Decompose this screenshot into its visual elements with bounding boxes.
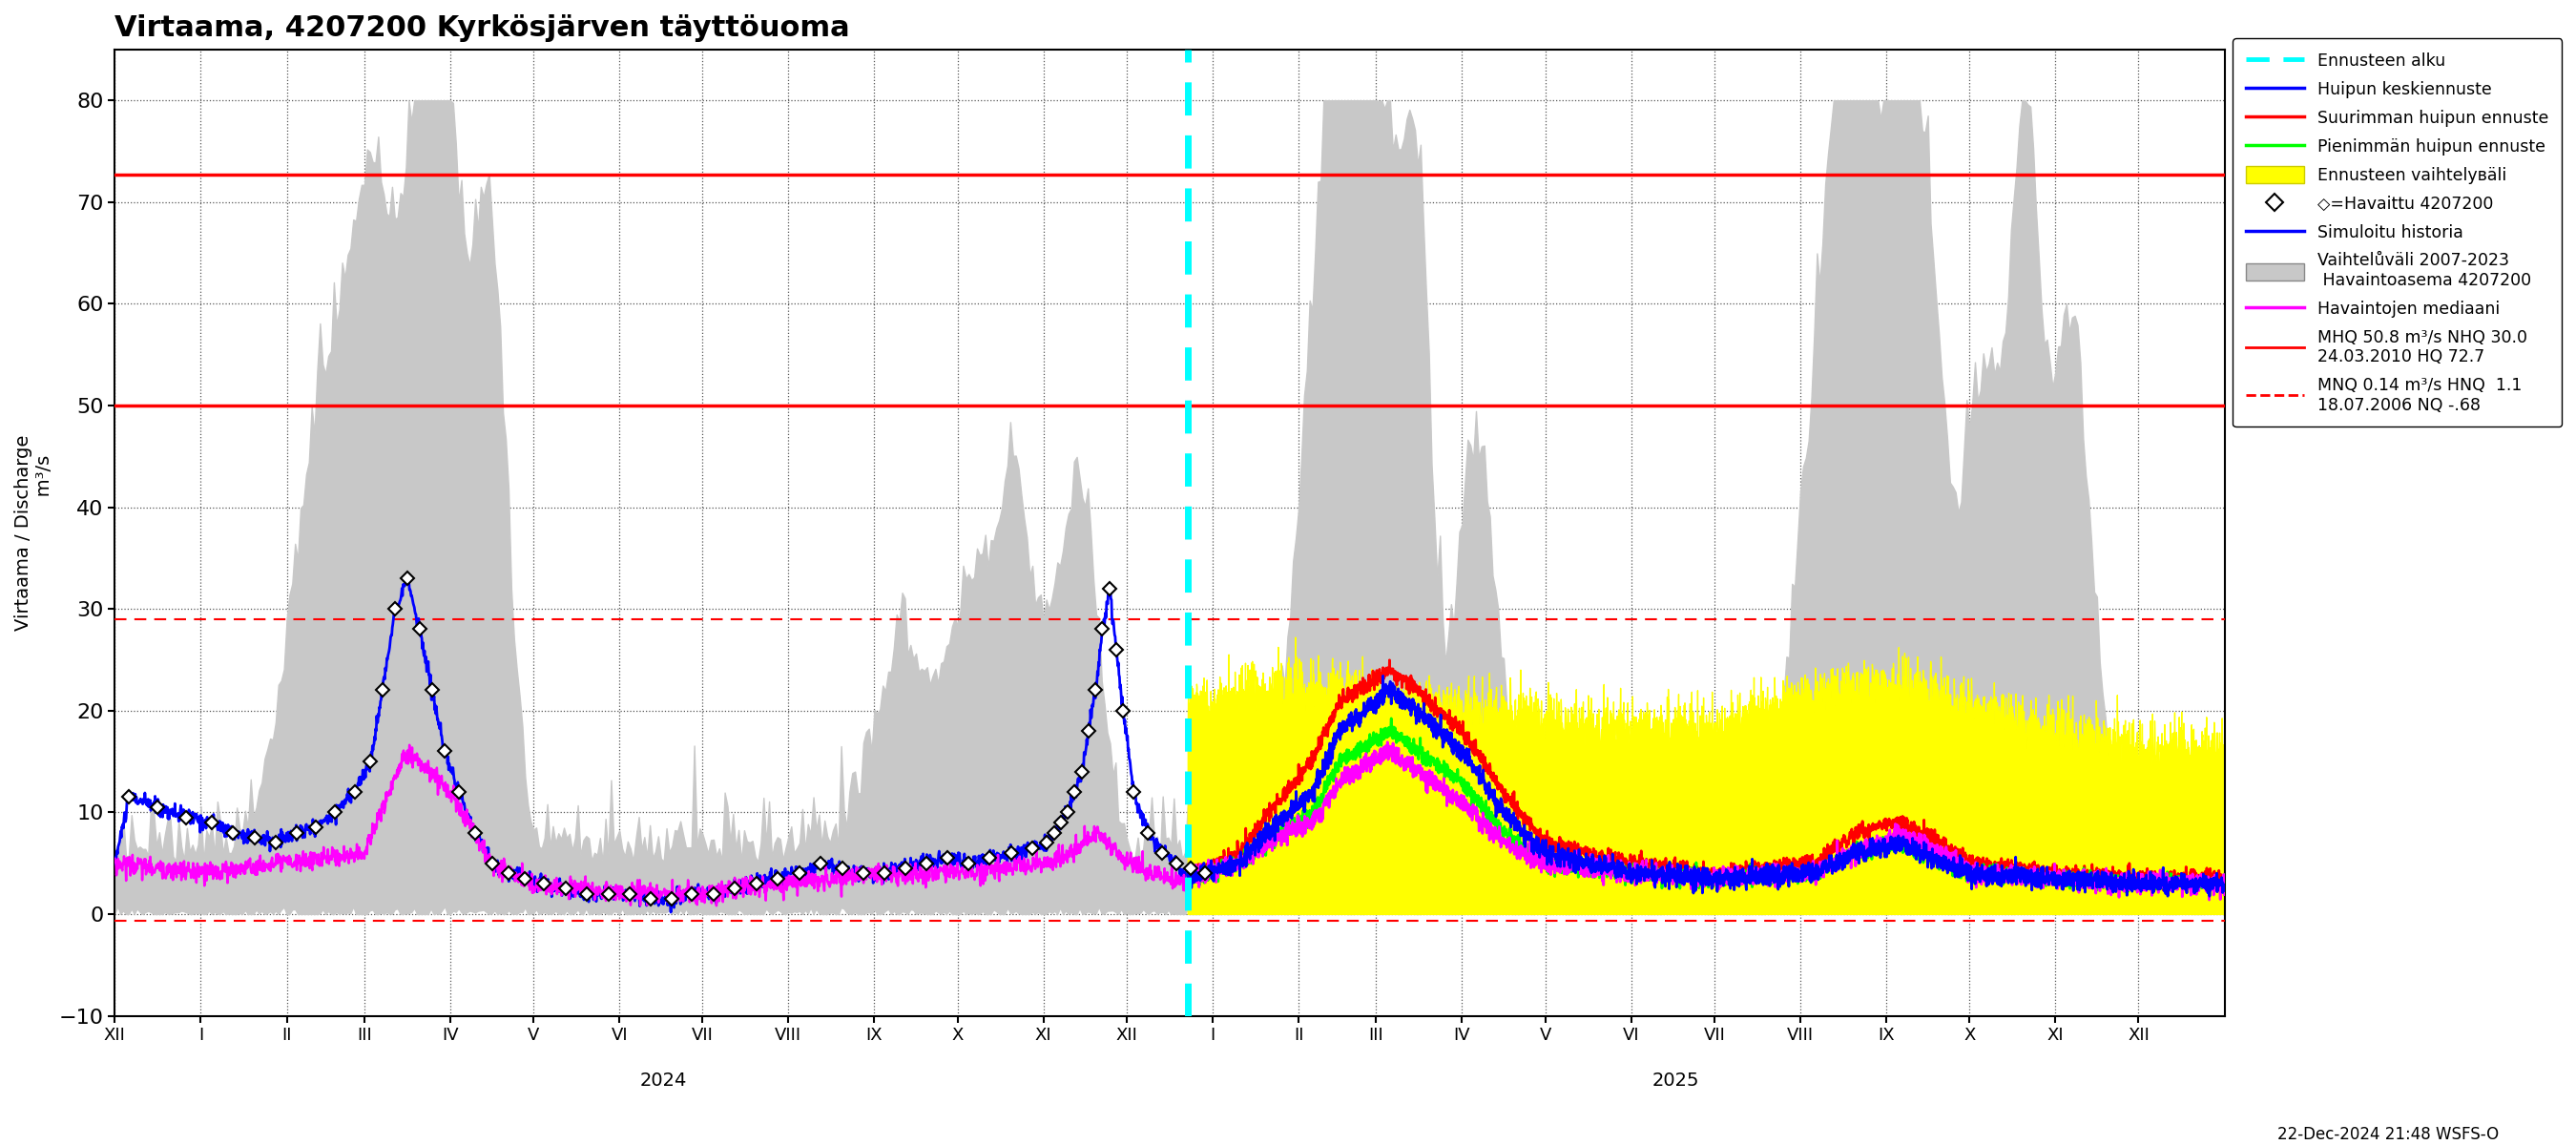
Text: 2025: 2025 [1651, 1072, 1700, 1090]
Text: Virtaama, 4207200 Kyrkösjärven täyttöuoma: Virtaama, 4207200 Kyrkösjärven täyttöuom… [116, 14, 850, 42]
Legend: Ennusteen alku, Huipun keskiennuste, Suurimman huipun ennuste, Pienimmän huipun : Ennusteen alku, Huipun keskiennuste, Suu… [2233, 39, 2561, 427]
Text: 22-Dec-2024 21:48 WSFS-O: 22-Dec-2024 21:48 WSFS-O [2277, 1126, 2499, 1143]
Text: 2024: 2024 [641, 1072, 688, 1090]
Y-axis label: Virtaama / Discharge
                   m³/s: Virtaama / Discharge m³/s [15, 435, 54, 631]
